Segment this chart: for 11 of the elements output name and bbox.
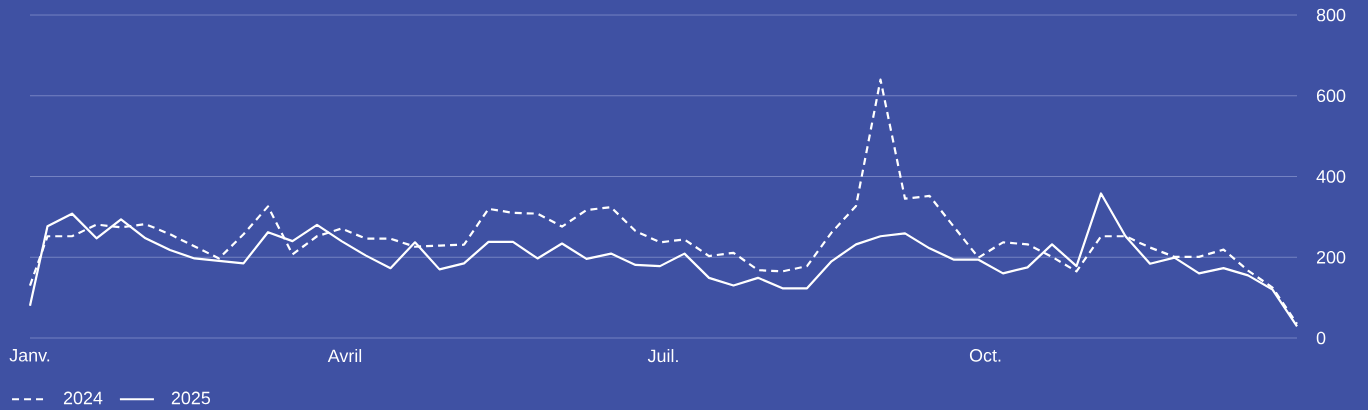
x-tick-label: Avril: [327, 349, 362, 363]
legend-label: 2025: [171, 391, 211, 405]
y-tick-label: 800: [1316, 8, 1346, 22]
y-tick-label: 400: [1316, 170, 1346, 183]
y-tick-label: 0: [1316, 331, 1326, 345]
y-tick-label: 600: [1316, 89, 1346, 103]
x-tick-label: Oct.: [969, 349, 1001, 362]
x-tick-label: Janv.: [9, 349, 50, 362]
y-tick-label: 200: [1316, 250, 1346, 264]
x-tick-label: Juil.: [647, 349, 678, 363]
legend-label: 2024: [63, 391, 103, 405]
